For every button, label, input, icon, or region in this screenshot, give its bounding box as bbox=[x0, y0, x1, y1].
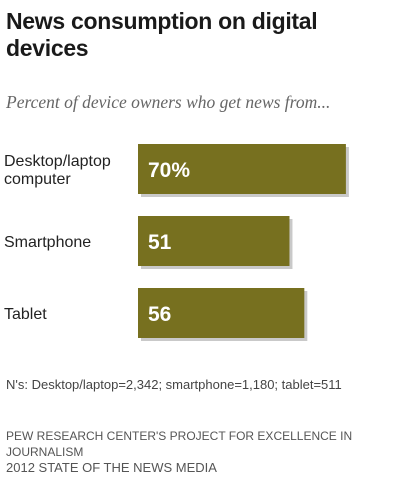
source-credit: PEW RESEARCH CENTER'S PROJECT FOR EXCELL… bbox=[6, 428, 396, 476]
category-label: Desktop/laptop computer bbox=[4, 153, 111, 188]
sample-size-note: N's: Desktop/laptop=2,342; smartphone=1,… bbox=[6, 377, 342, 392]
category-label: Tablet bbox=[4, 306, 47, 323]
bar bbox=[138, 288, 305, 338]
bar-chart: 70% Desktop/laptop computer 51 Smartphone 56 T… bbox=[4, 144, 349, 341]
category-label: Smartphone bbox=[4, 234, 91, 251]
chart-title: News consumption on digital devices bbox=[6, 8, 318, 61]
bar bbox=[138, 216, 290, 266]
source-line-2: 2012 STATE OF THE NEWS MEDIA bbox=[6, 460, 217, 475]
data-label: 70% bbox=[148, 159, 190, 182]
chart-subtitle: Percent of device owners who get news fr… bbox=[6, 92, 331, 112]
data-label: 51 bbox=[148, 231, 172, 254]
source-line-1: PEW RESEARCH CENTER'S PROJECT FOR EXCELL… bbox=[6, 429, 353, 459]
data-label: 56 bbox=[148, 303, 171, 326]
bar bbox=[138, 144, 346, 194]
